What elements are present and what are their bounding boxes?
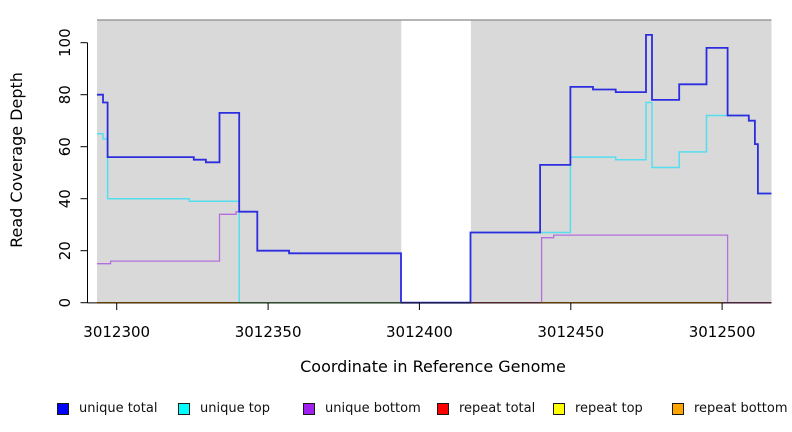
y-tick-label-20: 20 <box>56 241 74 260</box>
x-tick-label-3012500: 3012500 <box>689 323 756 341</box>
y-tick-label-0: 0 <box>56 298 74 308</box>
y-tick-label-60: 60 <box>56 137 74 156</box>
x-tick-label-3012350: 3012350 <box>235 323 302 341</box>
y-tick-label-40: 40 <box>56 189 74 208</box>
y-tick-label-80: 80 <box>56 85 74 104</box>
y-axis-ticks <box>80 42 88 304</box>
x-tick-label-3012300: 3012300 <box>83 323 150 341</box>
y-tick-label-100: 100 <box>56 28 74 57</box>
x-axis-ticks <box>116 303 723 310</box>
series-line-unique-total <box>97 34 772 304</box>
x-axis-title: Coordinate in Reference Genome <box>300 357 566 376</box>
x-tick-label-3012400: 3012400 <box>386 323 453 341</box>
x-tick-label-3012450: 3012450 <box>537 323 604 341</box>
y-axis-title: Read Coverage Depth <box>7 72 26 248</box>
masked-region <box>401 20 471 303</box>
